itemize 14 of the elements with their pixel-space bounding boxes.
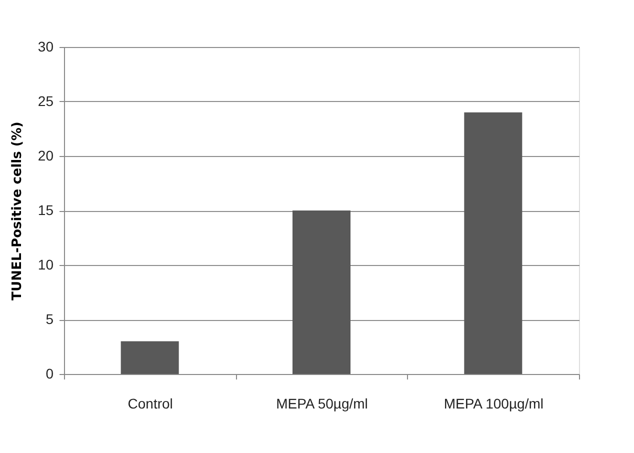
y-tick-label: 25 bbox=[38, 93, 54, 109]
y-axis-title: TUNEL-Positive cells (%) bbox=[10, 122, 25, 300]
y-tick-label: 15 bbox=[38, 202, 54, 218]
x-tick-label: Control bbox=[128, 396, 173, 412]
bar bbox=[464, 112, 522, 374]
y-tick-label: 10 bbox=[38, 256, 54, 272]
y-tick-label: 30 bbox=[38, 38, 54, 54]
bar bbox=[120, 341, 179, 374]
y-tick-label: 0 bbox=[46, 366, 54, 382]
y-tick-label: 20 bbox=[38, 148, 54, 164]
x-tick-label: MEPA 100µg/ml bbox=[444, 396, 544, 412]
y-tick-label: 5 bbox=[46, 311, 54, 327]
bar bbox=[292, 210, 350, 374]
x-tick-label: MEPA 50µg/ml bbox=[276, 396, 368, 412]
